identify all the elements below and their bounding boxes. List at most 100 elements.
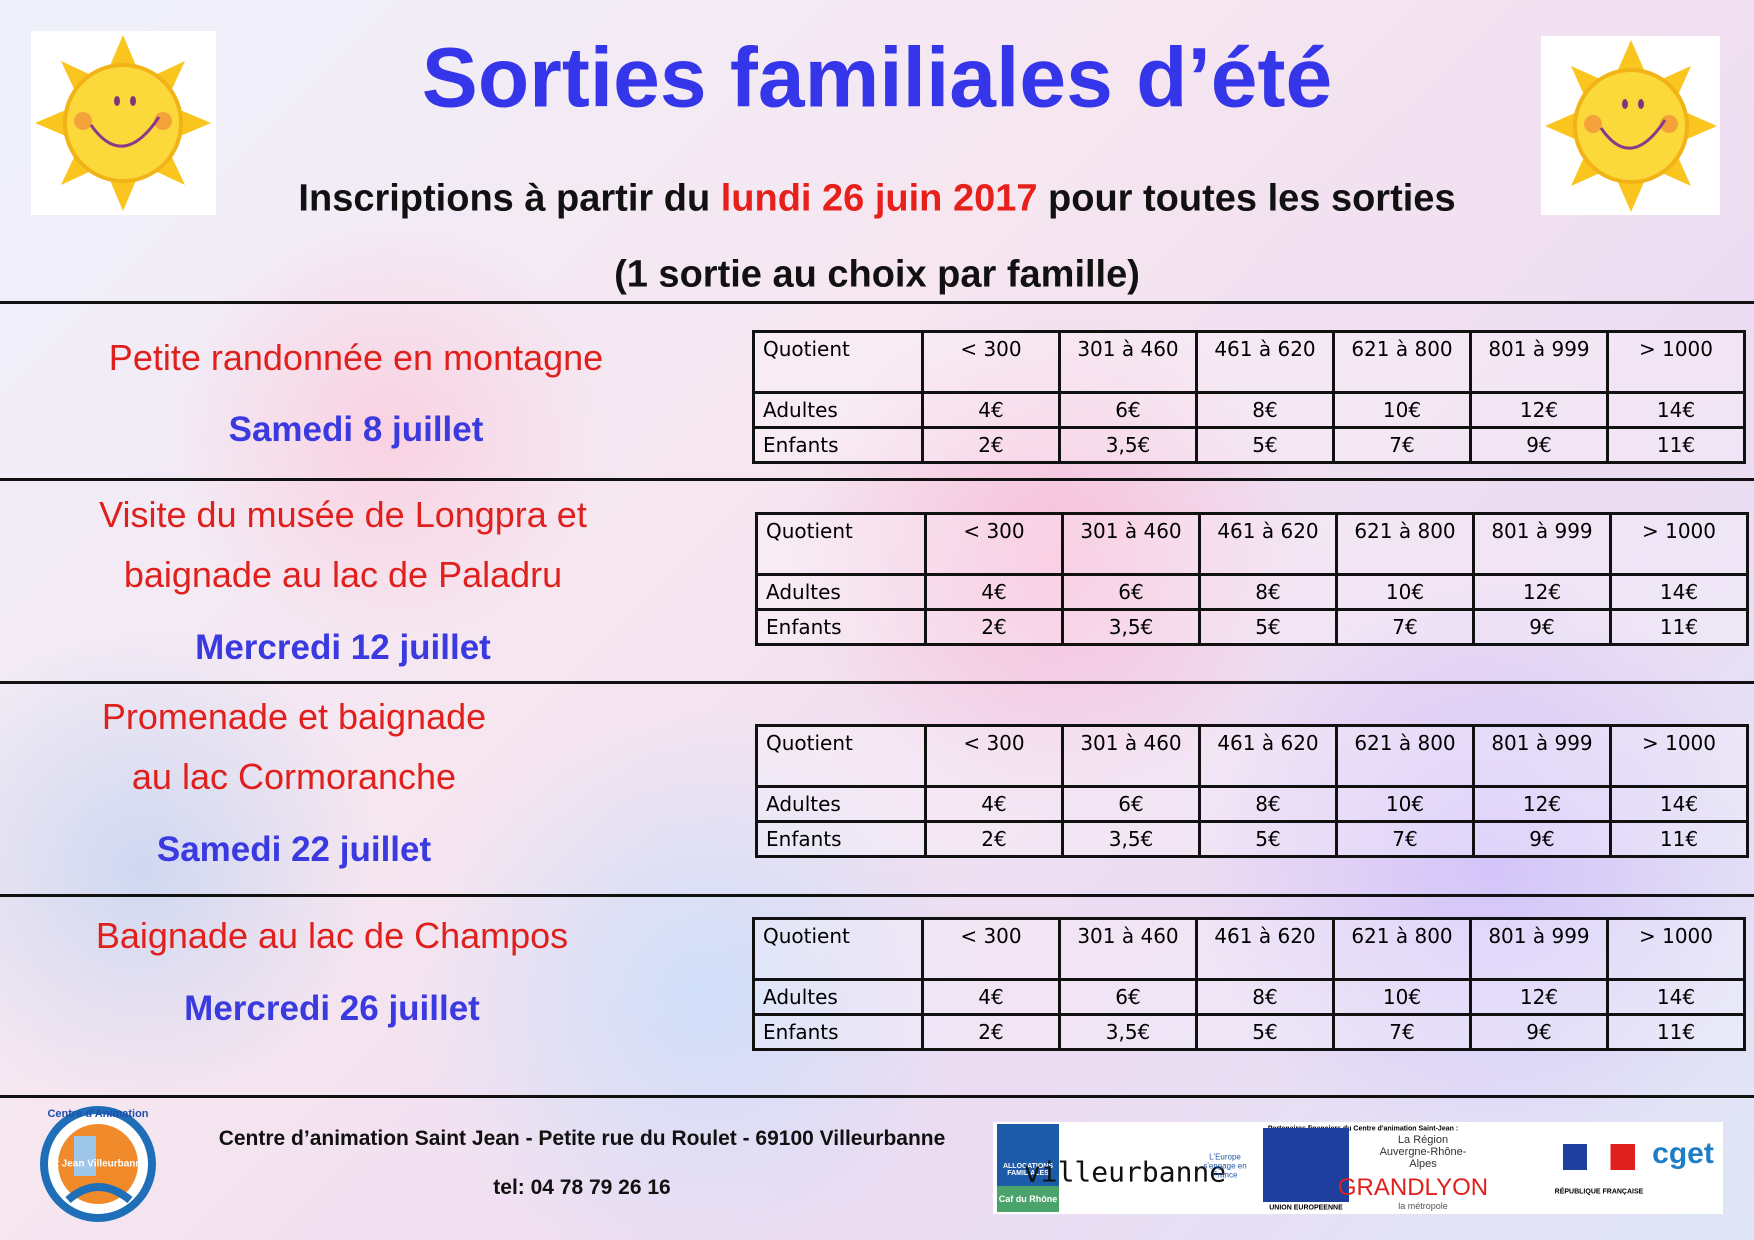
price-cell: 2€ bbox=[921, 426, 1061, 464]
address: Centre d’animation Saint Jean - Petite r… bbox=[218, 1127, 946, 1150]
price-cell: 5€ bbox=[1198, 608, 1338, 646]
caf-text: ALLOCATIONS FAMILIALES bbox=[1002, 1163, 1054, 1177]
outing-date: Mercredi 12 juillet bbox=[195, 628, 491, 667]
header-cell: 621 à 800 bbox=[1335, 512, 1475, 576]
price-cell: 3,5€ bbox=[1058, 1013, 1198, 1051]
outing-date: Samedi 22 juillet bbox=[156, 830, 432, 869]
price-cell: 8€ bbox=[1195, 978, 1335, 1016]
sun-icon bbox=[35, 35, 211, 211]
header-cell: 301 à 460 bbox=[1061, 512, 1201, 576]
header-cell: 301 à 460 bbox=[1058, 330, 1198, 394]
header-cell: < 300 bbox=[924, 512, 1064, 576]
divider bbox=[0, 301, 1754, 304]
price-cell: 11€ bbox=[1609, 608, 1749, 646]
price-table: Quotient < 300 301 à 460 461 à 620 621 à 800… bbox=[755, 512, 1749, 646]
header-cell: 801 à 999 bbox=[1469, 330, 1609, 394]
caf-text: Caf du Rhône bbox=[998, 1194, 1058, 1204]
divider bbox=[0, 894, 1754, 897]
header-cell: < 300 bbox=[921, 330, 1061, 394]
price-row: Adultes 4€ 6€ 8€ 10€ 12€ 14€ bbox=[752, 978, 1746, 1016]
price-cell: 10€ bbox=[1335, 785, 1475, 823]
price-cell: 6€ bbox=[1061, 785, 1201, 823]
price-cell: 3,5€ bbox=[1061, 608, 1201, 646]
price-cell: 7€ bbox=[1335, 608, 1475, 646]
header-cell: 461 à 620 bbox=[1198, 724, 1338, 788]
header-row: Quotient < 300 301 à 460 461 à 620 621 à 800… bbox=[752, 917, 1746, 981]
price-cell: 9€ bbox=[1469, 426, 1609, 464]
header-cell: > 1000 bbox=[1606, 917, 1746, 981]
header-cell: 801 à 999 bbox=[1469, 917, 1609, 981]
subtitle-date: lundi 26 juin 2017 bbox=[720, 177, 1038, 220]
header-cell: 461 à 620 bbox=[1195, 330, 1335, 394]
header-cell: Quotient bbox=[752, 330, 924, 394]
sun-image bbox=[31, 31, 216, 215]
header-cell: Quotient bbox=[752, 917, 924, 981]
divider bbox=[0, 681, 1754, 684]
row-label: Adultes bbox=[755, 573, 927, 611]
outing-title: Visite du musée de Longpra et bbox=[99, 494, 587, 535]
price-row: Adultes 4€ 6€ 8€ 10€ 12€ 14€ bbox=[755, 785, 1749, 823]
header-cell: > 1000 bbox=[1609, 724, 1749, 788]
header-cell: 621 à 800 bbox=[1332, 917, 1472, 981]
price-cell: 5€ bbox=[1195, 1013, 1335, 1051]
outing-title: Baignade au lac de Champos bbox=[95, 915, 569, 956]
price-cell: 14€ bbox=[1609, 573, 1749, 611]
outing-date: Mercredi 26 juillet bbox=[184, 989, 480, 1028]
cget-logo: cget bbox=[1652, 1137, 1714, 1170]
price-cell: 7€ bbox=[1332, 1013, 1472, 1051]
header-cell: 621 à 800 bbox=[1335, 724, 1475, 788]
partner-logos: Partenaires financiers du Centre d'anima… bbox=[993, 1122, 1723, 1214]
price-cell: 10€ bbox=[1332, 978, 1472, 1016]
price-cell: 10€ bbox=[1335, 573, 1475, 611]
outing-title: au lac Cormoranche bbox=[131, 756, 457, 797]
price-cell: 14€ bbox=[1609, 785, 1749, 823]
price-cell: 2€ bbox=[921, 1013, 1061, 1051]
header-cell: 301 à 460 bbox=[1061, 724, 1201, 788]
page-title: Sorties familiales d’été bbox=[421, 30, 1333, 125]
price-table: Quotient < 300 301 à 460 461 à 620 621 à 800… bbox=[752, 917, 1746, 1051]
header-cell: 461 à 620 bbox=[1198, 512, 1338, 576]
price-cell: 8€ bbox=[1198, 573, 1338, 611]
subtitle-text: pour toutes les sorties bbox=[1037, 177, 1456, 220]
price-cell: 2€ bbox=[924, 608, 1064, 646]
caf-band bbox=[997, 1186, 1059, 1212]
price-cell: 6€ bbox=[1061, 573, 1201, 611]
header-cell: 801 à 999 bbox=[1472, 724, 1612, 788]
europe-logo: L'Europe s'engage en France bbox=[1203, 1152, 1247, 1180]
price-cell: 9€ bbox=[1472, 608, 1612, 646]
eu-flag bbox=[1263, 1128, 1349, 1202]
row-label: Enfants bbox=[755, 820, 927, 858]
row-label: Adultes bbox=[752, 391, 924, 429]
price-cell: 8€ bbox=[1195, 391, 1335, 429]
row-label: Enfants bbox=[755, 608, 927, 646]
price-row: Enfants 2€ 3,5€ 5€ 7€ 9€ 11€ bbox=[755, 608, 1749, 646]
note: (1 sortie au choix par famille) bbox=[614, 253, 1140, 296]
price-row: Enfants 2€ 3,5€ 5€ 7€ 9€ 11€ bbox=[755, 820, 1749, 858]
header-cell: < 300 bbox=[921, 917, 1061, 981]
price-cell: 9€ bbox=[1472, 820, 1612, 858]
price-cell: 8€ bbox=[1198, 785, 1338, 823]
grandlyon-logo: GRANDLYON bbox=[1337, 1174, 1489, 1201]
outing-title: Petite randonnée en montagne bbox=[108, 337, 604, 378]
price-row: Enfants 2€ 3,5€ 5€ 7€ 9€ 11€ bbox=[752, 426, 1746, 464]
header-cell: Quotient bbox=[755, 724, 927, 788]
header-row: Quotient < 300 301 à 460 461 à 620 621 à 800… bbox=[755, 724, 1749, 788]
grandlyon-text: la métropole bbox=[1398, 1201, 1448, 1211]
price-cell: 10€ bbox=[1332, 391, 1472, 429]
subtitle-text: Inscriptions à partir du bbox=[298, 177, 721, 220]
divider bbox=[0, 478, 1754, 481]
row-label: Enfants bbox=[752, 1013, 924, 1051]
price-cell: 14€ bbox=[1606, 391, 1746, 429]
price-cell: 4€ bbox=[921, 391, 1061, 429]
header-row: Quotient < 300 301 à 460 461 à 620 621 à 800… bbox=[755, 512, 1749, 576]
subtitle: Inscriptions à partir du lundi 26 juin 2… bbox=[298, 178, 1455, 221]
price-cell: 12€ bbox=[1469, 978, 1609, 1016]
centre-logo-graphic bbox=[40, 1106, 156, 1222]
price-cell: 6€ bbox=[1058, 978, 1198, 1016]
region-logo: La Région Auvergne-Rhône-Alpes bbox=[1379, 1134, 1467, 1170]
price-row: Enfants 2€ 3,5€ 5€ 7€ 9€ 11€ bbox=[752, 1013, 1746, 1051]
centre-logo-text: Centre d'Animation bbox=[47, 1108, 149, 1120]
price-cell: 11€ bbox=[1606, 1013, 1746, 1051]
price-table: Quotient < 300 301 à 460 461 à 620 621 à 800… bbox=[755, 724, 1749, 858]
